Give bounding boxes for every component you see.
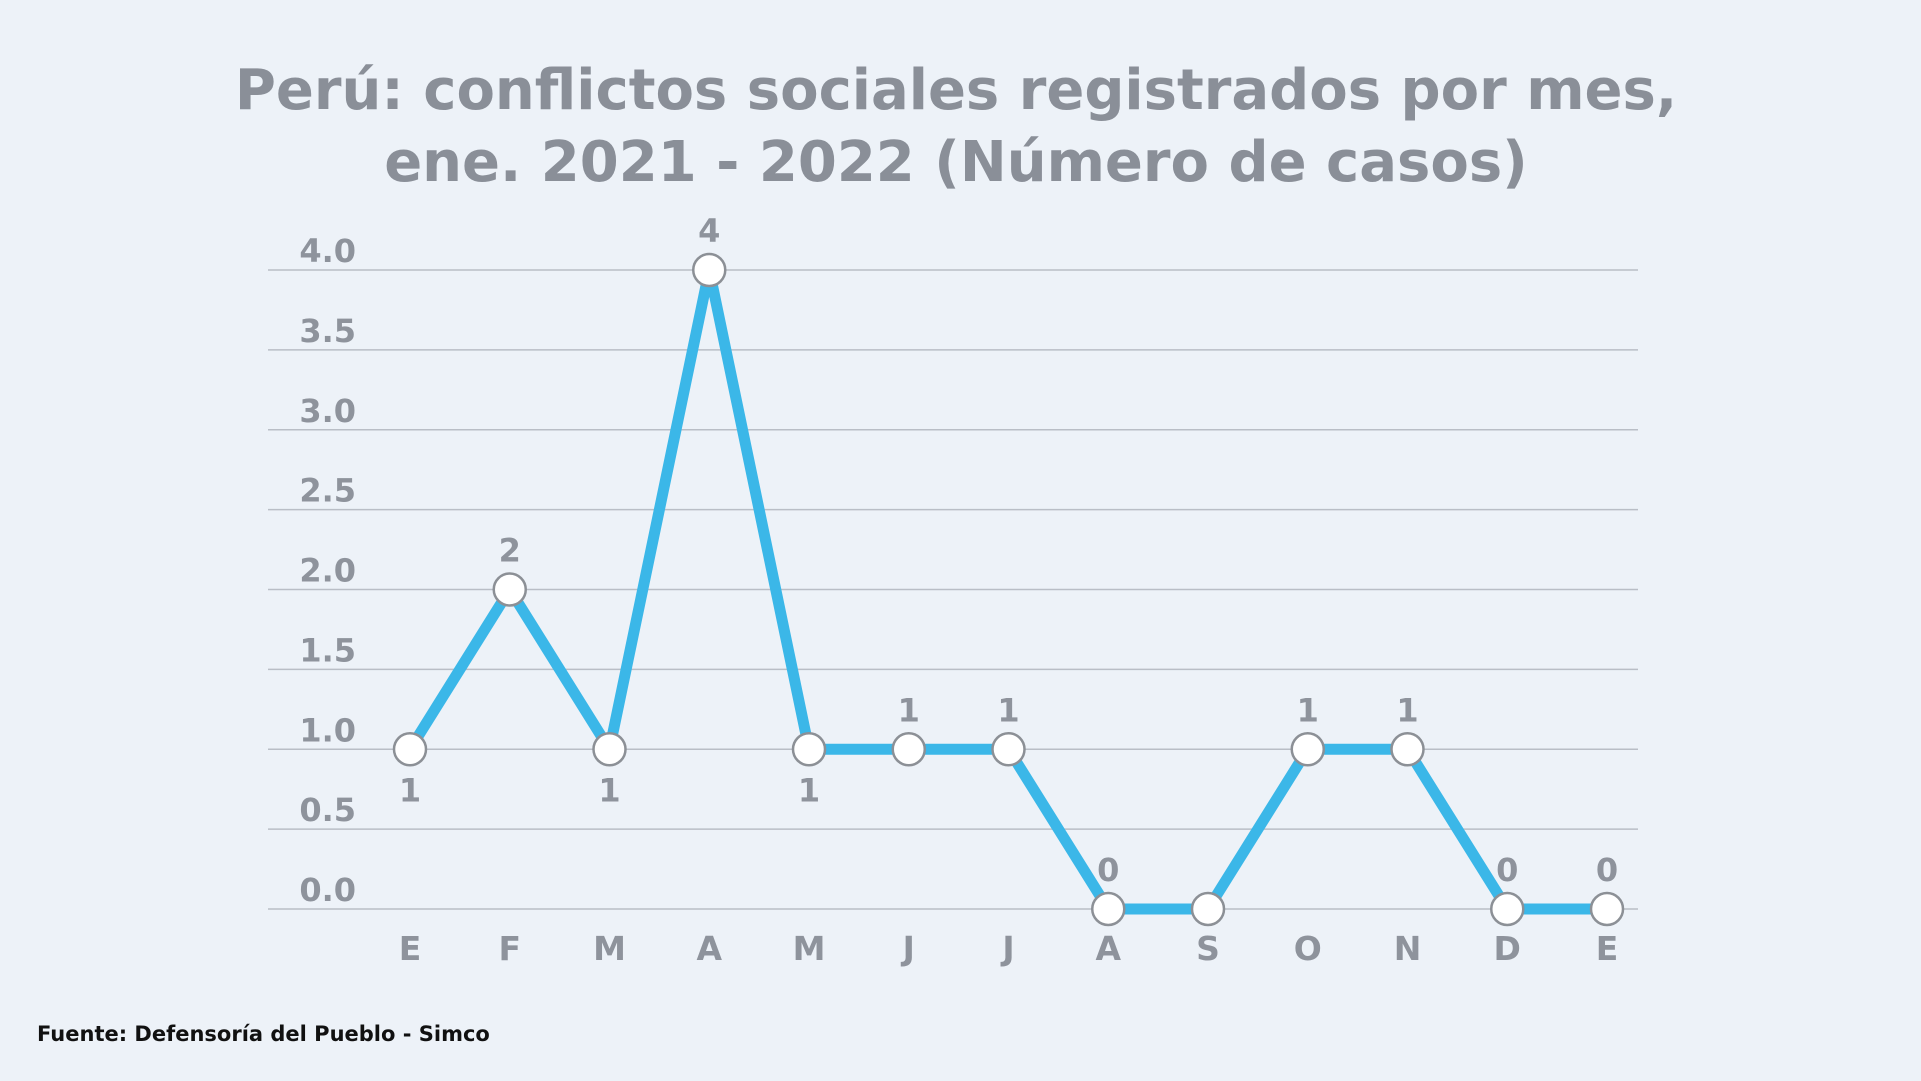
x-category-label: J (1000, 929, 1014, 968)
data-label: 1 (1297, 691, 1319, 729)
chart-title-line-2: ene. 2021 - 2022 (Número de casos) (384, 130, 1528, 195)
series-1-markers (392, 252, 1625, 927)
data-point-marker (791, 732, 827, 767)
data-label: 1 (399, 771, 421, 809)
data-label: 4 (698, 212, 720, 250)
x-category-label: S (1196, 929, 1220, 968)
x-category-label: E (1596, 929, 1619, 968)
data-labels: 1 2 1 4 1 1 1 0 1 1 0 0 (399, 212, 1618, 889)
data-point-marker (1091, 891, 1126, 927)
x-category-label: M (793, 929, 826, 968)
data-label: 1 (898, 691, 920, 729)
y-axis-ticks: 0.0 0.5 1.0 1.5 2.0 2.5 3.0 3.5 4.0 (299, 232, 356, 909)
y-tick-label: 1.0 (299, 711, 356, 749)
data-label: 1 (598, 771, 620, 809)
x-category-label: J (901, 929, 915, 968)
data-point-marker (1589, 891, 1625, 927)
source-note: Fuente: Defensoría del Pueblo - Simco (37, 1022, 490, 1046)
data-point-marker (1190, 891, 1226, 927)
y-tick-label: 4.0 (299, 232, 356, 270)
x-category-label: N (1394, 929, 1422, 968)
x-category-label: O (1294, 929, 1322, 968)
y-tick-label: 3.5 (299, 312, 356, 350)
y-tick-label: 2.0 (299, 552, 356, 590)
x-category-label: A (1095, 929, 1121, 968)
chart-title-line-1: Perú: conflictos sociales registrados po… (234, 58, 1678, 123)
y-tick-label: 1.5 (299, 631, 356, 669)
y-tick-label: 0.5 (299, 791, 356, 829)
y-tick-label: 0.0 (299, 871, 356, 909)
data-point-marker (392, 732, 428, 767)
chart-title: Perú: conflictos sociales registrados po… (0, 55, 1912, 199)
data-label: 0 (1496, 851, 1518, 889)
x-category-label: D (1494, 929, 1521, 968)
data-point-marker (891, 732, 926, 767)
data-point-marker (492, 572, 527, 607)
data-point-marker (991, 732, 1026, 767)
x-category-label: E (399, 929, 422, 968)
grid-lines (268, 269, 1638, 910)
data-label: 0 (1097, 851, 1119, 889)
x-category-label: A (696, 929, 722, 968)
data-label: 2 (499, 532, 521, 570)
data-label: 1 (798, 771, 820, 809)
data-label: 0 (1596, 851, 1618, 889)
data-point-marker (1390, 732, 1425, 767)
data-point-marker (1490, 891, 1525, 927)
data-point-marker (692, 252, 727, 288)
y-tick-label: 2.5 (299, 472, 356, 510)
data-point-marker (1290, 732, 1325, 767)
y-tick-label: 3.0 (299, 392, 356, 430)
data-label: 1 (1396, 691, 1418, 729)
x-category-label: M (593, 929, 626, 968)
data-point-marker (592, 732, 627, 767)
data-label: 1 (997, 691, 1019, 729)
x-category-label: F (498, 929, 521, 968)
